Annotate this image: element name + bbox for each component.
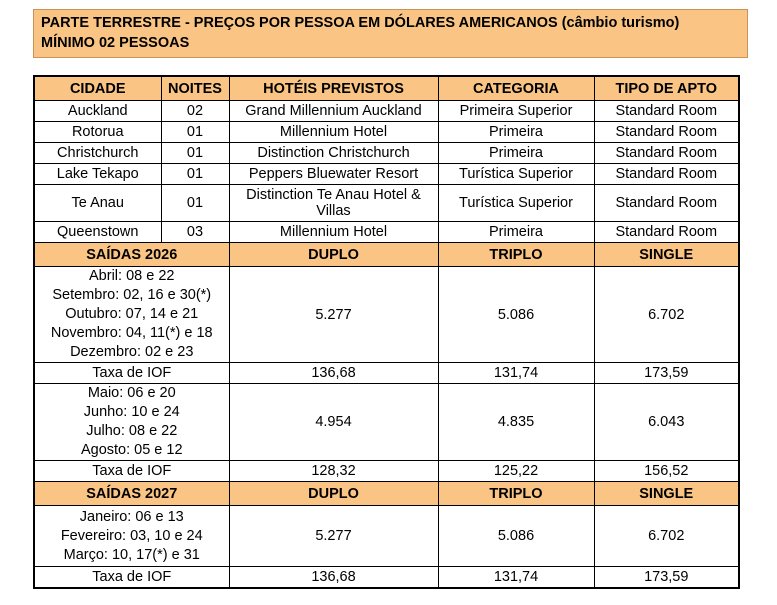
- noites-cell: 01: [160, 142, 230, 164]
- banner-line-1: PARTE TERRESTRE - PREÇOS POR PESSOA EM D…: [41, 15, 680, 31]
- noites-cell: 02: [160, 100, 230, 122]
- categoria-cell: Turística Superior: [437, 163, 595, 185]
- col-header-cidade: CIDADE: [33, 75, 162, 101]
- season-header-row-2026: SAÍDAS 2026 DUPLO TRIPLO SINGLE: [33, 242, 740, 267]
- pricing-table: CIDADE NOITES HOTÉIS PREVISTOS CATEGORIA…: [33, 75, 740, 589]
- col-header-single: SINGLE: [593, 481, 740, 506]
- table-row: Queenstown 03 Millennium Hotel Primeira …: [33, 221, 740, 243]
- iof-duplo: 136,68: [228, 362, 439, 384]
- cidade-cell: Lake Tekapo: [33, 163, 162, 185]
- cidade-cell: Rotorua: [33, 121, 162, 143]
- iof-row: Taxa de IOF 128,32 125,22 156,52: [33, 460, 740, 482]
- tipo-cell: Standard Room: [593, 142, 740, 164]
- cidade-cell: Queenstown: [33, 221, 162, 243]
- col-header-hoteis: HOTÉIS PREVISTOS: [228, 75, 439, 101]
- price-row: Maio: 06 e 20 Junho: 10 e 24 Julho: 08 e…: [33, 383, 740, 461]
- tipo-cell: Standard Room: [593, 121, 740, 143]
- tipo-cell: Standard Room: [593, 221, 740, 243]
- price-duplo: 5.277: [228, 266, 439, 363]
- col-header-triplo: TRIPLO: [437, 242, 595, 267]
- hotel-cell: Millennium Hotel: [228, 221, 439, 243]
- price-row: Janeiro: 06 e 13 Fevereiro: 03, 10 e 24 …: [33, 505, 740, 567]
- tipo-cell: Standard Room: [593, 163, 740, 185]
- iof-triplo: 131,74: [437, 566, 595, 589]
- cidade-cell: Te Anau: [33, 184, 162, 222]
- iof-row: Taxa de IOF 136,68 131,74 173,59: [33, 362, 740, 384]
- col-header-categoria: CATEGORIA: [437, 75, 595, 101]
- categoria-cell: Primeira: [437, 221, 595, 243]
- col-header-single: SINGLE: [593, 242, 740, 267]
- table-row: Christchurch 01 Distinction Christchurch…: [33, 142, 740, 164]
- hotel-cell: Peppers Bluewater Resort: [228, 163, 439, 185]
- price-triplo: 5.086: [437, 505, 595, 567]
- categoria-cell: Primeira: [437, 121, 595, 143]
- table-row: Lake Tekapo 01 Peppers Bluewater Resort …: [33, 163, 740, 185]
- noites-cell: 01: [160, 121, 230, 143]
- price-duplo: 4.954: [228, 383, 439, 461]
- iof-label: Taxa de IOF: [33, 566, 230, 589]
- iof-single: 173,59: [593, 362, 740, 384]
- banner-line-2: MÍNIMO 02 PESSOAS: [41, 35, 190, 51]
- iof-duplo: 128,32: [228, 460, 439, 482]
- price-single: 6.702: [593, 505, 740, 567]
- categoria-cell: Primeira Superior: [437, 100, 595, 122]
- table-row: Rotorua 01 Millennium Hotel Primeira Sta…: [33, 121, 740, 143]
- col-header-tipo: TIPO DE APTO: [593, 75, 740, 101]
- departure-dates: Janeiro: 06 e 13 Fevereiro: 03, 10 e 24 …: [33, 505, 230, 567]
- iof-triplo: 131,74: [437, 362, 595, 384]
- departure-dates: Abril: 08 e 22 Setembro: 02, 16 e 30(*) …: [33, 266, 230, 363]
- iof-duplo: 136,68: [228, 566, 439, 589]
- col-header-noites: NOITES: [160, 75, 230, 101]
- tipo-cell: Standard Room: [593, 184, 740, 222]
- hotel-cell: Millennium Hotel: [228, 121, 439, 143]
- table-row: Te Anau 01 Distinction Te Anau Hotel & V…: [33, 184, 740, 222]
- tipo-cell: Standard Room: [593, 100, 740, 122]
- season-label: SAÍDAS 2026: [33, 242, 230, 267]
- col-header-duplo: DUPLO: [228, 481, 439, 506]
- hotels-header-row: CIDADE NOITES HOTÉIS PREVISTOS CATEGORIA…: [33, 75, 740, 101]
- col-header-duplo: DUPLO: [228, 242, 439, 267]
- iof-row: Taxa de IOF 136,68 131,74 173,59: [33, 566, 740, 589]
- noites-cell: 01: [160, 184, 230, 222]
- hotel-cell: Grand Millennium Auckland: [228, 100, 439, 122]
- iof-single: 156,52: [593, 460, 740, 482]
- iof-triplo: 125,22: [437, 460, 595, 482]
- season-label: SAÍDAS 2027: [33, 481, 230, 506]
- title-banner: PARTE TERRESTRE - PREÇOS POR PESSOA EM D…: [33, 9, 748, 58]
- hotel-cell: Distinction Christchurch: [228, 142, 439, 164]
- price-triplo: 5.086: [437, 266, 595, 363]
- price-duplo: 5.277: [228, 505, 439, 567]
- noites-cell: 01: [160, 163, 230, 185]
- price-single: 6.702: [593, 266, 740, 363]
- col-header-triplo: TRIPLO: [437, 481, 595, 506]
- price-triplo: 4.835: [437, 383, 595, 461]
- departure-dates: Maio: 06 e 20 Junho: 10 e 24 Julho: 08 e…: [33, 383, 230, 461]
- season-header-row-2027: SAÍDAS 2027 DUPLO TRIPLO SINGLE: [33, 481, 740, 506]
- cidade-cell: Auckland: [33, 100, 162, 122]
- categoria-cell: Primeira: [437, 142, 595, 164]
- categoria-cell: Turística Superior: [437, 184, 595, 222]
- price-row: Abril: 08 e 22 Setembro: 02, 16 e 30(*) …: [33, 266, 740, 363]
- table-row: Auckland 02 Grand Millennium Auckland Pr…: [33, 100, 740, 122]
- iof-label: Taxa de IOF: [33, 460, 230, 482]
- iof-single: 173,59: [593, 566, 740, 589]
- cidade-cell: Christchurch: [33, 142, 162, 164]
- price-single: 6.043: [593, 383, 740, 461]
- noites-cell: 03: [160, 221, 230, 243]
- hotel-cell: Distinction Te Anau Hotel & Villas: [228, 184, 439, 222]
- iof-label: Taxa de IOF: [33, 362, 230, 384]
